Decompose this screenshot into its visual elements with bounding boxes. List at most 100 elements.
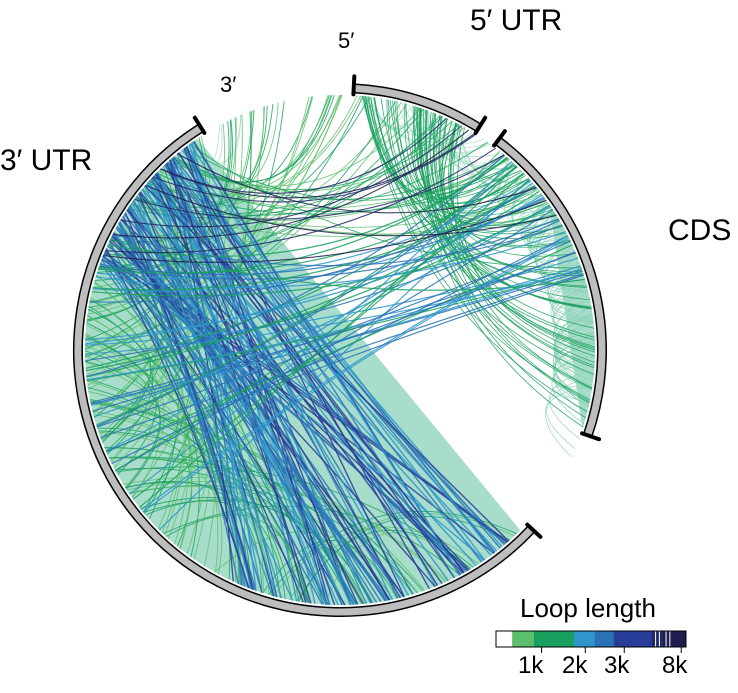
local-contact-chord bbox=[497, 158, 551, 214]
utr5-cds-chord bbox=[374, 97, 594, 375]
cds-arc bbox=[495, 137, 606, 437]
cds-label: CDS bbox=[668, 214, 731, 247]
local-contact-chord bbox=[546, 386, 593, 449]
legend-color-band bbox=[594, 631, 615, 647]
local-contact-chord bbox=[555, 334, 595, 381]
mid-range-chord bbox=[87, 387, 252, 589]
cds-utr3-chord bbox=[112, 224, 563, 267]
cds-utr3-chord bbox=[92, 185, 536, 291]
very-long-chord bbox=[152, 133, 477, 203]
mid-range-chord bbox=[133, 158, 509, 221]
cds-arc-end-tick bbox=[580, 431, 602, 442]
mid-range-chord bbox=[84, 355, 304, 603]
mid-range-chord bbox=[95, 275, 281, 598]
legend-color-band bbox=[573, 631, 596, 647]
utr5-cds-chord bbox=[426, 113, 512, 199]
utr3-arc-end-tick bbox=[525, 522, 543, 539]
long-range-chord bbox=[155, 173, 312, 604]
legend-color-band bbox=[613, 631, 653, 647]
utr3-label: 3′ UTR bbox=[0, 144, 92, 177]
long-range-chord bbox=[151, 176, 465, 574]
legend-colorbar bbox=[495, 630, 687, 653]
cds-utr3-chord bbox=[96, 251, 576, 428]
utr5-cds-chord bbox=[370, 96, 529, 204]
local-contact-chord bbox=[551, 348, 596, 424]
utr5-label: 5′ UTR bbox=[470, 4, 562, 37]
very-long-chord bbox=[103, 199, 547, 263]
long-range-chord bbox=[100, 259, 323, 605]
cds-utr3-chord bbox=[91, 224, 563, 297]
long-range-chord bbox=[178, 152, 431, 590]
five-prime-end-label: 5′ bbox=[338, 28, 354, 53]
long-range-chord bbox=[120, 218, 391, 601]
very-long-chord bbox=[177, 153, 537, 214]
local-contact-chord bbox=[173, 524, 203, 557]
three-prime-end-label: 3′ bbox=[220, 72, 236, 97]
mid-range-chord bbox=[85, 95, 364, 363]
long-range-chord bbox=[101, 256, 486, 561]
cds-utr3-chord bbox=[99, 218, 559, 280]
long-range-chord bbox=[102, 255, 470, 571]
local-contact-chord bbox=[92, 180, 157, 290]
cds-utr3-chord bbox=[111, 235, 569, 465]
local-contact-chord bbox=[552, 321, 594, 408]
mid-range-chord bbox=[85, 109, 255, 341]
cds-utr3-chord bbox=[85, 206, 552, 341]
long-range-chord bbox=[104, 250, 389, 601]
mid-range-chord bbox=[85, 337, 157, 476]
legend-tick-8k: 8k bbox=[662, 652, 688, 679]
long-range-chord bbox=[124, 212, 254, 590]
contact-chords bbox=[84, 94, 596, 606]
utr5-cds-chord bbox=[423, 109, 596, 351]
local-contact-chord bbox=[541, 239, 587, 287]
very-long-chord bbox=[105, 147, 497, 254]
mid-range-chord bbox=[140, 497, 368, 604]
legend-title: Loop length bbox=[520, 593, 656, 623]
cds-utr3-chord bbox=[90, 252, 576, 404]
utr5-cds-chord bbox=[363, 96, 564, 235]
long-range-chord bbox=[135, 196, 283, 599]
very-long-chord bbox=[120, 125, 462, 228]
very-long-chord bbox=[160, 133, 476, 199]
long-range-chord bbox=[138, 192, 391, 601]
cds-utr3-chord bbox=[85, 205, 551, 372]
legend-color-band bbox=[496, 631, 513, 647]
cds-utr3-chord bbox=[132, 172, 525, 500]
long-range-chord bbox=[129, 204, 373, 604]
mid-range-chord bbox=[98, 121, 230, 269]
cds-utr3-chord bbox=[107, 157, 509, 257]
legend-color-band bbox=[534, 631, 575, 647]
cds-utr3-chord bbox=[86, 154, 505, 377]
cds-utr3-chord bbox=[99, 197, 545, 276]
cds-utr3-chord bbox=[89, 186, 537, 303]
cds-utr3-chord bbox=[110, 238, 586, 291]
mid-range-chord bbox=[125, 481, 311, 604]
cds-utr3-chord bbox=[140, 235, 569, 511]
very-long-chord bbox=[112, 129, 470, 239]
cds-utr3-chord bbox=[85, 194, 543, 345]
utr5-cds-chord bbox=[437, 123, 501, 197]
cds-arc-end-tick bbox=[492, 129, 507, 148]
cds-utr3-chord bbox=[142, 237, 570, 513]
very-long-chord bbox=[145, 184, 557, 237]
local-contact-chord bbox=[420, 555, 453, 592]
utr3-arc bbox=[74, 124, 535, 616]
long-range-chord bbox=[102, 254, 330, 606]
mid-range-chord bbox=[144, 111, 252, 514]
cds-utr3-chord bbox=[100, 273, 584, 439]
local-contact-chord bbox=[553, 354, 595, 407]
utr5-cds-chord bbox=[448, 122, 571, 248]
local-contact-chord bbox=[520, 186, 578, 258]
utr5-arc-end-tick bbox=[351, 74, 357, 97]
long-range-chord bbox=[105, 247, 250, 589]
utr5-cds-chord bbox=[412, 105, 592, 309]
cds-utr3-chord bbox=[93, 204, 551, 418]
long-range-chord bbox=[151, 177, 245, 587]
utr3-arc-end-tick bbox=[192, 115, 207, 135]
mid-range-chord bbox=[262, 540, 398, 599]
very-long-chord bbox=[134, 154, 505, 220]
cds-utr3-chord bbox=[86, 265, 581, 381]
mid-range-chord bbox=[90, 296, 193, 549]
utr5-arc bbox=[353, 84, 481, 131]
